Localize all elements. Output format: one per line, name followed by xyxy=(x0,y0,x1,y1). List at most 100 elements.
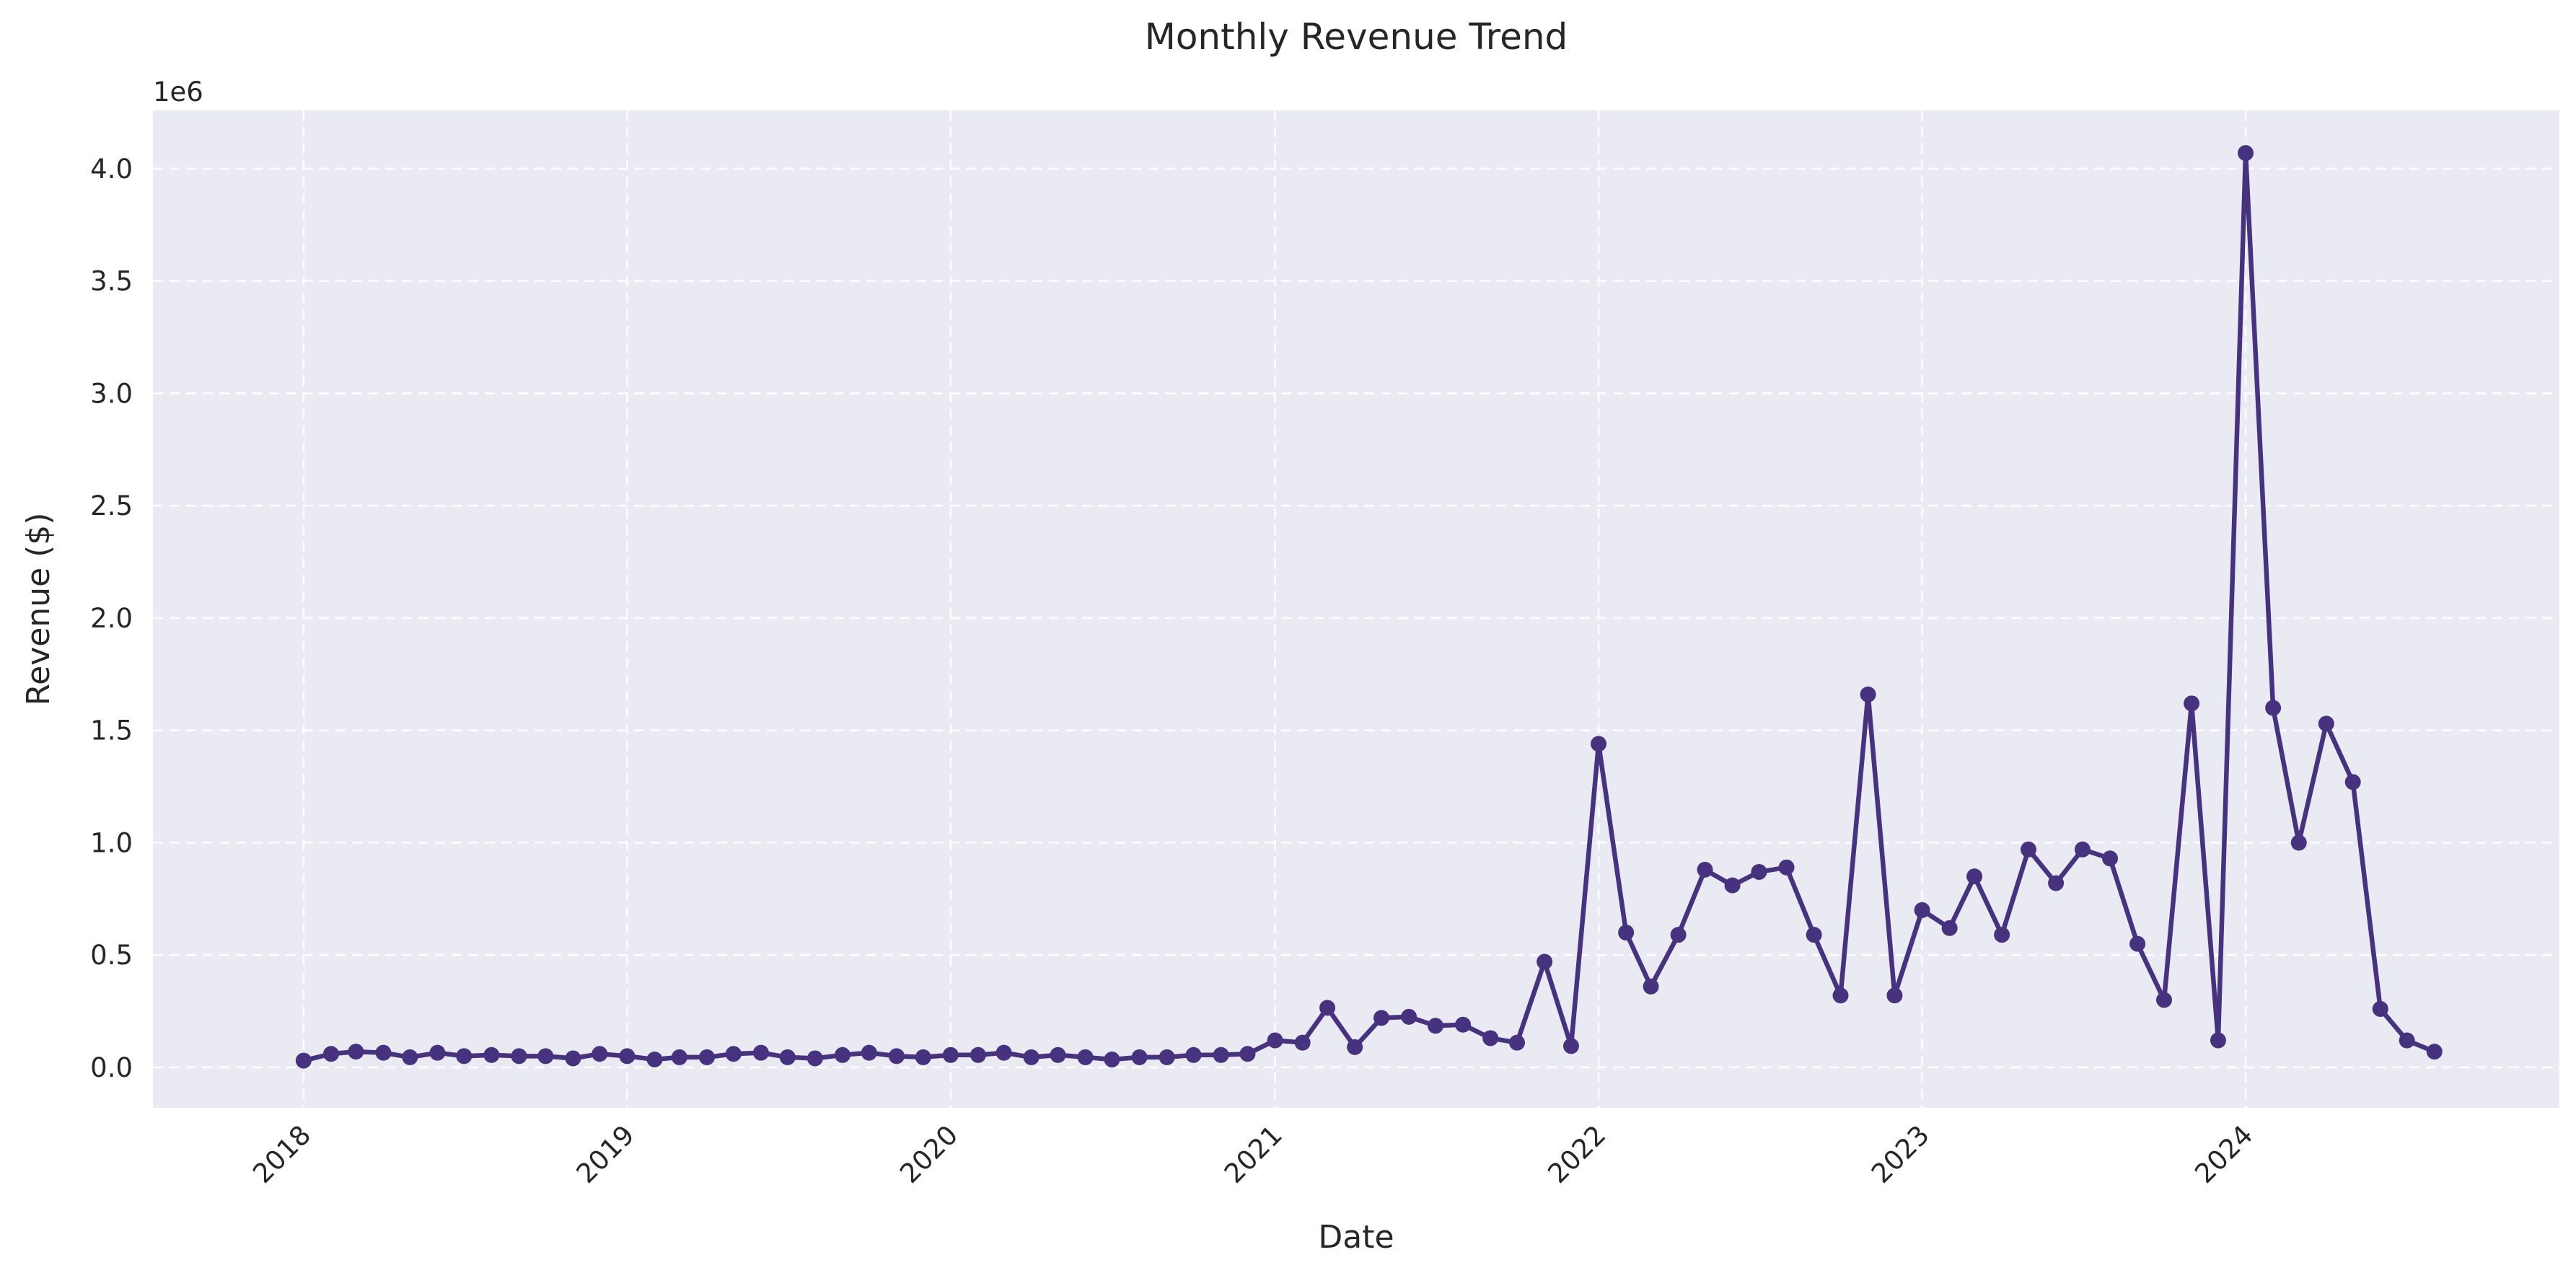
data-point xyxy=(1131,1049,1148,1065)
data-point xyxy=(1104,1052,1120,1068)
data-point xyxy=(1294,1034,1311,1051)
data-point xyxy=(2238,145,2254,162)
data-point xyxy=(2399,1032,2415,1049)
data-point xyxy=(1347,1039,1363,1055)
y-tick-label: 0.5 xyxy=(90,940,133,971)
data-point xyxy=(1724,877,1741,894)
data-point xyxy=(537,1048,554,1065)
x-tick-label: 2024 xyxy=(2189,1119,2259,1189)
data-point xyxy=(752,1044,769,1061)
data-point xyxy=(995,1044,1012,1061)
y-tick-label: 3.0 xyxy=(90,378,133,409)
y-tick-label: 1.0 xyxy=(90,827,133,858)
x-tick-label: 2022 xyxy=(1542,1119,1612,1189)
data-point xyxy=(1806,927,1822,943)
plot-area xyxy=(153,110,2559,1108)
data-point xyxy=(375,1044,392,1061)
data-point xyxy=(1239,1046,1256,1062)
x-tick-label: 2019 xyxy=(571,1119,641,1189)
data-point xyxy=(1643,978,1659,995)
data-point xyxy=(779,1049,796,1065)
data-point xyxy=(2372,1000,2388,1017)
data-point xyxy=(834,1046,850,1063)
data-point xyxy=(2129,935,2146,952)
grid xyxy=(153,110,2559,1108)
data-point xyxy=(1319,1000,1336,1016)
data-point xyxy=(295,1052,312,1069)
data-point xyxy=(619,1048,636,1065)
data-point xyxy=(1455,1016,1472,1033)
data-point xyxy=(402,1049,418,1065)
data-point xyxy=(1778,859,1795,876)
data-point xyxy=(1050,1046,1066,1063)
data-point xyxy=(1562,1038,1579,1054)
data-point xyxy=(806,1050,823,1067)
x-axis-label: Date xyxy=(1318,1219,1394,1256)
x-tick-label: 2018 xyxy=(247,1119,317,1189)
data-point xyxy=(1077,1049,1094,1065)
data-point xyxy=(1618,925,1635,941)
data-point xyxy=(2048,875,2065,891)
data-point xyxy=(2210,1032,2226,1049)
data-point xyxy=(2102,850,2119,867)
data-point xyxy=(2290,834,2307,851)
data-point xyxy=(2265,700,2282,716)
data-point xyxy=(1994,927,2010,943)
y-tick-label: 0.0 xyxy=(90,1052,133,1083)
data-point xyxy=(1023,1049,1039,1065)
data-point xyxy=(671,1049,687,1065)
data-point xyxy=(1914,902,1930,918)
data-point xyxy=(725,1046,742,1062)
x-tick-label: 2023 xyxy=(1865,1119,1935,1189)
data-point xyxy=(1401,1008,1417,1025)
x-tick-label: 2021 xyxy=(1218,1119,1288,1189)
y-tick-label: 3.5 xyxy=(90,266,133,297)
chart-title: Monthly Revenue Trend xyxy=(1145,16,1568,58)
data-point xyxy=(942,1046,959,1063)
data-point xyxy=(592,1046,608,1062)
data-point xyxy=(1427,1018,1443,1034)
data-point xyxy=(429,1044,446,1061)
data-point xyxy=(970,1046,986,1063)
data-point xyxy=(915,1049,931,1065)
data-point xyxy=(2184,695,2200,712)
data-point xyxy=(1941,920,1958,936)
data-point xyxy=(2426,1044,2443,1060)
y-tick-label: 4.0 xyxy=(90,154,133,185)
y-tick-label: 1.5 xyxy=(90,715,133,746)
data-point xyxy=(1751,863,1767,880)
data-point xyxy=(1213,1046,1229,1063)
data-point xyxy=(2344,774,2361,790)
data-point xyxy=(1591,736,1607,752)
data-point xyxy=(1832,987,1849,1004)
data-point xyxy=(861,1044,877,1061)
data-point xyxy=(483,1046,500,1063)
data-point xyxy=(1537,953,1553,970)
data-point xyxy=(1697,861,1713,878)
y-tick-label: 2.0 xyxy=(90,603,133,634)
data-point xyxy=(1267,1032,1283,1049)
data-point xyxy=(2155,992,2172,1008)
data-point xyxy=(1886,987,1903,1004)
y-tick-label: 2.5 xyxy=(90,490,133,521)
data-point xyxy=(1159,1049,1175,1065)
data-point xyxy=(1860,686,1876,702)
y-axis-label: Revenue ($) xyxy=(20,513,57,706)
data-point xyxy=(698,1049,715,1065)
data-point xyxy=(565,1050,581,1067)
data-point xyxy=(1185,1046,1202,1063)
data-point xyxy=(322,1046,339,1062)
data-point xyxy=(2318,715,2334,732)
data-point xyxy=(646,1052,663,1068)
data-point xyxy=(888,1048,905,1065)
data-series xyxy=(295,145,2443,1069)
data-point xyxy=(1509,1034,1526,1051)
data-point xyxy=(1482,1030,1499,1046)
data-point xyxy=(2020,841,2036,858)
data-point xyxy=(1966,868,1983,885)
data-point xyxy=(1373,1010,1390,1026)
data-point xyxy=(456,1048,472,1065)
data-point xyxy=(348,1044,364,1060)
x-tick-label: 2020 xyxy=(894,1119,964,1189)
